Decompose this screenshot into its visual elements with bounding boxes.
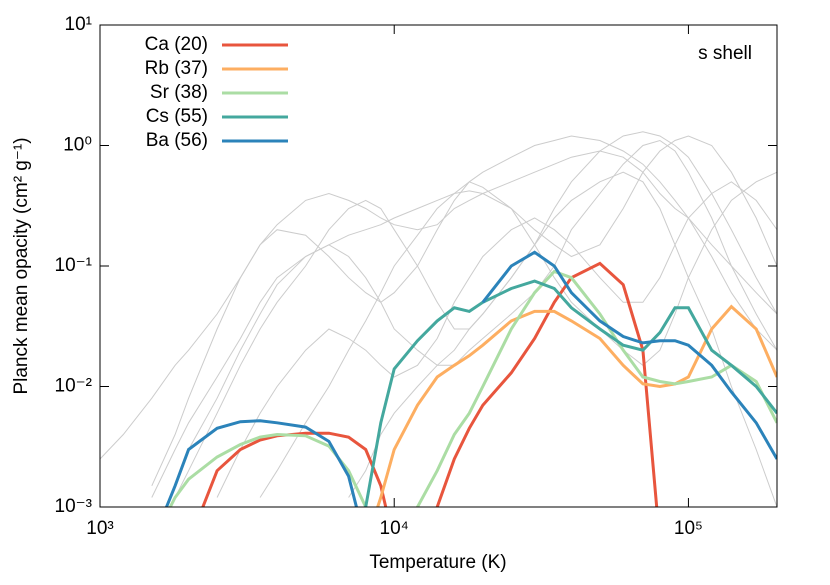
series-line	[168, 269, 777, 507]
y-tick-label: 10⁻³	[55, 496, 93, 517]
legend-label: Ca (20)	[145, 34, 208, 55]
y-tick-label: 10⁻¹	[55, 255, 93, 276]
series-line	[201, 261, 659, 507]
background-line	[348, 171, 777, 507]
x-tick-label: 10⁵	[674, 518, 703, 539]
legend-label: Rb (37)	[145, 58, 208, 79]
x-axis-label: Temperature (K)	[369, 552, 506, 573]
background-line	[151, 135, 777, 487]
y-axis-label: Planck mean opacity (cm² g⁻¹)	[11, 137, 32, 394]
y-tick-label: 10⁰	[63, 135, 92, 156]
annotation: s shell	[698, 43, 752, 64]
background-line	[174, 139, 777, 486]
background-line	[151, 135, 777, 498]
legend-label: Cs (55)	[146, 106, 208, 127]
series-line	[364, 279, 777, 507]
background-line	[216, 181, 777, 498]
legend-label: Ba (56)	[146, 130, 208, 151]
background-line	[174, 131, 777, 498]
x-tick-label: 10³	[86, 518, 113, 539]
series-line	[376, 304, 777, 507]
series-line	[164, 250, 777, 507]
legend-label: Sr (38)	[150, 82, 208, 103]
background-line	[100, 150, 777, 460]
x-tick-label: 10⁴	[380, 518, 409, 539]
y-tick-label: 10⁻²	[55, 376, 93, 397]
y-tick-label: 10¹	[65, 14, 92, 35]
plot-lines	[100, 131, 777, 507]
